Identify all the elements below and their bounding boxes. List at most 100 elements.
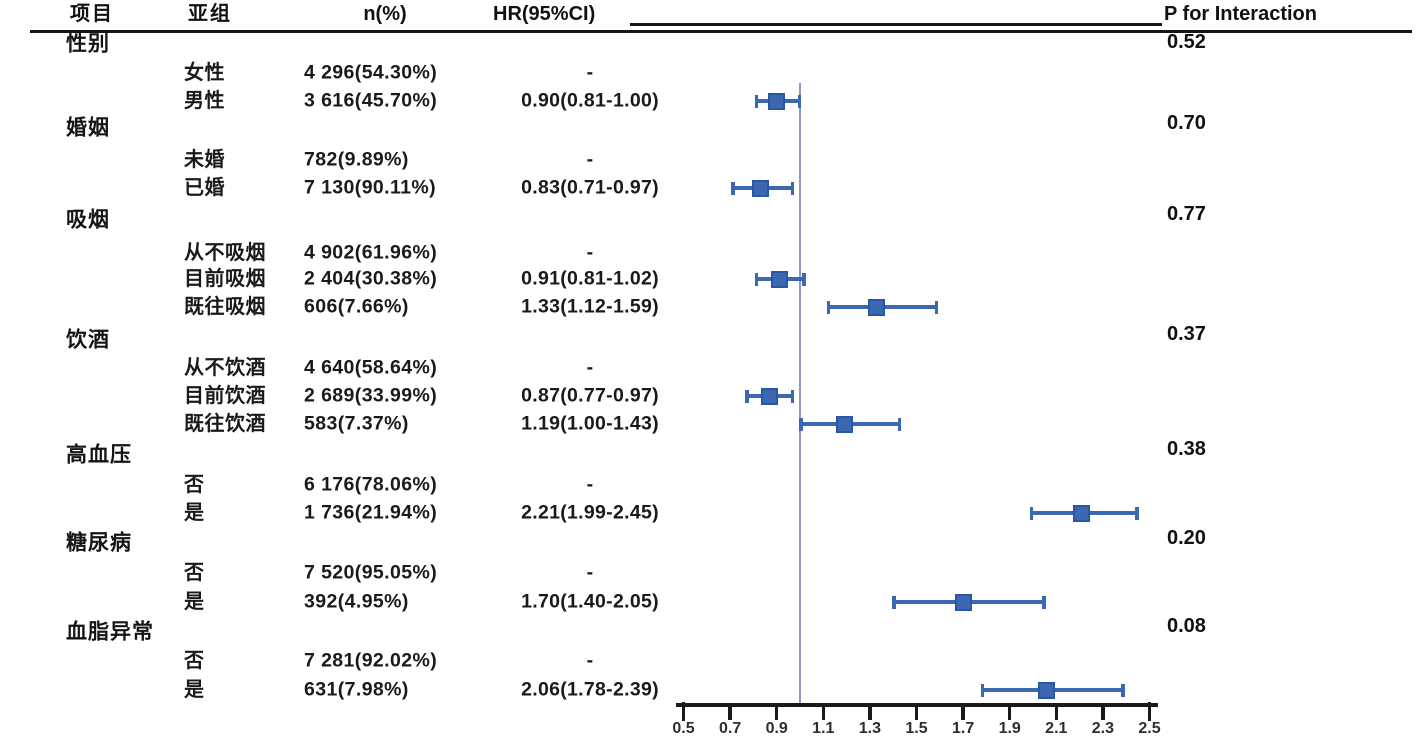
x-axis-tick-label: 1.7	[951, 720, 975, 737]
ci-cap-left	[826, 300, 831, 314]
group-label: 饮酒	[66, 328, 110, 352]
row-subgroup-label: 是	[184, 502, 205, 524]
hr-point-marker	[868, 298, 886, 316]
row-n-value: 7 520(95.05%)	[304, 561, 438, 584]
row-subgroup-label: 否	[184, 562, 205, 584]
x-axis-tick	[868, 703, 872, 720]
group-p-value: 0.52	[1167, 31, 1206, 53]
ci-cap-right	[802, 272, 806, 286]
group-label: 吸烟	[66, 208, 110, 232]
row-hr-value: -	[586, 473, 594, 496]
ci-cap-left	[892, 595, 896, 609]
ci-cap-left	[754, 272, 759, 286]
row-hr-value: -	[586, 356, 594, 379]
group-label: 婚姻	[66, 116, 110, 140]
row-n-value: 1 736(21.94%)	[304, 501, 438, 524]
row-subgroup-label: 既往吸烟	[184, 296, 266, 318]
row-subgroup-label: 目前饮酒	[184, 385, 266, 407]
ci-cap-left	[980, 683, 985, 697]
x-axis-tick	[821, 703, 826, 720]
ci-cap-left	[745, 389, 749, 403]
hr-point-marker	[954, 593, 972, 611]
row-subgroup-label: 女性	[184, 62, 225, 84]
x-axis-tick	[1101, 703, 1105, 720]
row-n-value: 583(7.37%)	[304, 412, 409, 435]
row-n-value: 782(9.89%)	[304, 148, 409, 171]
hr-point-marker	[768, 92, 786, 110]
ci-cap-right	[1121, 683, 1125, 697]
row-n-value: 2 404(30.38%)	[304, 267, 438, 290]
x-axis-tick	[961, 703, 965, 720]
row-subgroup-label: 是	[184, 679, 205, 701]
ci-cap-left	[731, 181, 735, 195]
x-axis-tick	[1054, 703, 1059, 720]
group-p-value: 0.08	[1167, 615, 1206, 637]
group-p-value: 0.70	[1167, 112, 1206, 134]
hr-point-marker	[1038, 681, 1056, 699]
row-n-value: 3 616(45.70%)	[304, 89, 438, 112]
group-label: 高血压	[66, 443, 132, 467]
row-hr-value: 2.21(1.99-2.45)	[521, 501, 659, 524]
column-header-p-interaction: P for Interaction	[1164, 3, 1317, 25]
x-axis-tick-label: 0.5	[672, 720, 695, 737]
ci-cap-right	[797, 94, 801, 108]
row-subgroup-label: 已婚	[184, 177, 225, 199]
ci-cap-right	[790, 389, 794, 403]
row-n-value: 2 689(33.99%)	[304, 384, 438, 407]
group-p-value: 0.77	[1167, 203, 1206, 225]
ci-cap-right	[1135, 506, 1139, 520]
group-label: 血脂异常	[66, 620, 154, 644]
row-hr-value: 0.90(0.81-1.00)	[521, 89, 659, 112]
row-n-value: 4 296(54.30%)	[304, 61, 438, 84]
group-p-value: 0.38	[1167, 438, 1206, 460]
x-axis-tick	[774, 703, 779, 720]
x-axis-tick	[1147, 702, 1152, 721]
row-hr-value: -	[586, 561, 594, 584]
row-n-value: 7 130(90.11%)	[304, 176, 437, 199]
ci-cap-left	[754, 94, 759, 108]
column-header-n: n(%)	[363, 3, 407, 25]
x-axis-tick-label: 0.7	[718, 720, 742, 737]
row-n-value: 4 902(61.96%)	[304, 241, 438, 264]
x-axis-tick	[1007, 703, 1012, 720]
row-hr-value: 1.70(1.40-2.05)	[521, 590, 659, 613]
x-axis-tick-label: 1.9	[998, 720, 1021, 737]
row-hr-value: -	[586, 148, 594, 171]
group-p-value: 0.20	[1167, 527, 1206, 549]
x-axis-tick	[728, 703, 732, 720]
row-subgroup-label: 目前吸烟	[184, 268, 266, 290]
group-p-value: 0.37	[1167, 323, 1206, 345]
header-underline-rule	[30, 30, 1412, 33]
row-n-value: 606(7.66%)	[304, 295, 409, 318]
x-axis-tick-label: 0.9	[765, 720, 788, 737]
column-header-hr: HR(95%CI)	[493, 3, 596, 25]
row-hr-value: 0.87(0.77-0.97)	[521, 384, 659, 407]
row-subgroup-label: 未婚	[184, 149, 225, 171]
x-axis-tick-label: 1.5	[905, 720, 928, 737]
x-axis-tick-label: 2.3	[1091, 720, 1115, 737]
ci-cap-right	[1042, 595, 1046, 609]
row-n-value: 7 281(92.02%)	[304, 649, 438, 672]
row-n-value: 6 176(78.06%)	[304, 473, 438, 496]
x-axis-tick-label: 2.5	[1138, 720, 1161, 737]
ci-cap-left	[1029, 506, 1034, 520]
column-header-item: 项目	[70, 3, 114, 25]
x-axis-tick-label: 1.1	[812, 720, 835, 737]
row-hr-value: 2.06(1.78-2.39)	[521, 678, 659, 701]
row-hr-value: 1.19(1.00-1.43)	[521, 412, 659, 435]
row-n-value: 4 640(58.64%)	[304, 356, 438, 379]
x-axis-tick	[681, 702, 686, 721]
row-hr-value: -	[586, 649, 594, 672]
row-hr-value: -	[586, 241, 594, 264]
hr-point-marker	[1073, 504, 1091, 522]
header-gap-rule	[630, 23, 1162, 26]
ci-cap-right	[790, 181, 794, 195]
ci-cap-right	[897, 417, 902, 431]
x-axis-tick	[914, 703, 919, 720]
row-hr-value: 0.83(0.71-0.97)	[521, 176, 659, 199]
row-hr-value: 0.91(0.81-1.02)	[521, 267, 659, 290]
row-subgroup-label: 是	[184, 591, 205, 613]
row-subgroup-label: 否	[184, 474, 205, 496]
column-header-subgroup: 亚组	[188, 3, 232, 25]
